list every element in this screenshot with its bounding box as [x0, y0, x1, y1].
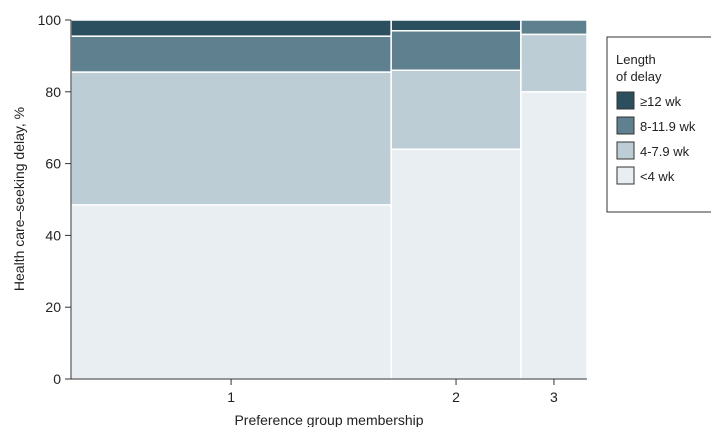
y-tick-label: 100 [38, 12, 62, 28]
legend-swatch [616, 141, 635, 160]
x-tick-label: 3 [550, 389, 558, 405]
y-axis-label: Health care–seeking delay, % [11, 107, 27, 291]
x-tick-label: 2 [452, 389, 460, 405]
mosaic-cell-3-2 [520, 19, 588, 36]
mosaic-cell-2-2 [390, 30, 522, 72]
y-tick-label: 80 [45, 84, 61, 100]
legend-label: 8-11.9 wk [640, 119, 696, 134]
legend-title-line-2: of delay [616, 69, 662, 84]
x-tick-label: 1 [227, 389, 235, 405]
mosaic-cell-1-2 [70, 35, 392, 73]
y-axis: 0 20 40 60 80 100 [38, 12, 72, 387]
y-tick-label: 0 [53, 371, 61, 387]
mosaic-cell-2-3 [390, 19, 522, 32]
mosaic-cell-2-1 [390, 69, 522, 150]
x-axis-label: Preference group membership [234, 412, 423, 427]
legend-swatch [616, 91, 635, 110]
legend-swatch [616, 116, 635, 135]
legend-label: <4 wk [640, 169, 675, 184]
legend-label: ≥12 wk [640, 94, 682, 109]
x-axis: 1 2 3 [71, 378, 587, 405]
mosaic-cell-1-3 [70, 19, 392, 37]
legend-title-line-1: Length [616, 52, 656, 67]
y-tick-label: 40 [45, 227, 61, 243]
y-tick-label: 60 [45, 156, 61, 172]
mosaic-cell-1-1 [70, 71, 392, 206]
mosaic-cell-2-0 [390, 148, 522, 380]
legend-label: 4-7.9 wk [640, 144, 690, 159]
legend-swatch [616, 166, 635, 185]
y-tick-label: 20 [45, 299, 61, 315]
mosaic-cell-3-1 [520, 33, 588, 93]
plot-area [70, 19, 588, 380]
mosaic-cell-3-0 [520, 91, 588, 380]
legend: Length of delay ≥12 wk 8-11.9 wk 4-7.9 wk <… [606, 36, 711, 213]
mosaic-cell-1-0 [70, 204, 392, 380]
